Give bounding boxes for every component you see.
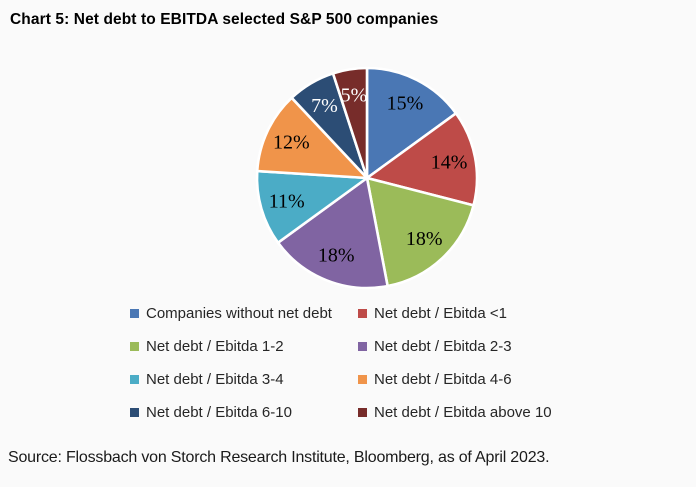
- chart-title: Chart 5: Net debt to EBITDA selected S&P…: [10, 11, 439, 28]
- legend-item: Net debt / Ebitda above 10: [358, 396, 552, 429]
- legend-swatch-icon: [358, 309, 367, 318]
- legend-swatch-icon: [130, 342, 139, 351]
- legend-label: Net debt / Ebitda 4-6: [374, 371, 512, 388]
- legend-item: Net debt / Ebitda 3-4: [130, 363, 358, 396]
- pie-data-label: 11%: [269, 190, 305, 212]
- pie-data-label: 18%: [318, 245, 355, 267]
- pie-slice: [365, 66, 458, 180]
- pie-data-label: 14%: [431, 151, 468, 173]
- legend-label: Net debt / Ebitda above 10: [374, 404, 552, 421]
- pie-slice: [276, 176, 389, 290]
- legend-swatch-icon: [130, 375, 139, 384]
- pie-data-label: 12%: [273, 131, 310, 153]
- source-note: Source: Flossbach von Storch Research In…: [8, 449, 550, 466]
- legend-item: Net debt / Ebitda 2-3: [358, 330, 552, 363]
- legend-item: Companies without net debt: [130, 297, 358, 330]
- pie-slice: [331, 66, 369, 180]
- legend-item: Net debt / Ebitda <1: [358, 297, 552, 330]
- legend-item: Net debt / Ebitda 6-10: [130, 396, 358, 429]
- pie-data-label: 18%: [406, 228, 443, 250]
- legend-item: Net debt / Ebitda 1-2: [130, 330, 358, 363]
- legend: Companies without net debt Net debt / Ebi…: [130, 297, 552, 429]
- legend-label: Companies without net debt: [146, 305, 332, 322]
- legend-label: Net debt / Ebitda 3-4: [146, 371, 284, 388]
- pie-slice: [255, 169, 369, 244]
- legend-swatch-icon: [358, 375, 367, 384]
- pie-data-label: 7%: [311, 95, 338, 117]
- legend-swatch-icon: [130, 309, 139, 318]
- pie-slice: [365, 176, 475, 288]
- legend-swatch-icon: [358, 408, 367, 417]
- pie-data-label: 15%: [387, 93, 424, 115]
- legend-label: Net debt / Ebitda <1: [374, 305, 508, 322]
- pie-slice: [365, 112, 479, 207]
- pie-data-label: 5%: [341, 84, 368, 106]
- legend-label: Net debt / Ebitda 6-10: [146, 404, 292, 421]
- legend-item: Net debt / Ebitda 4-6: [358, 363, 552, 396]
- legend-label: Net debt / Ebitda 2-3: [374, 338, 512, 355]
- legend-label: Net debt / Ebitda 1-2: [146, 338, 284, 355]
- legend-swatch-icon: [358, 342, 367, 351]
- legend-swatch-icon: [130, 408, 139, 417]
- pie-slice: [255, 96, 369, 180]
- pie-chart: 15% 14% 18% 18% 11% 12%7% 5%: [255, 66, 479, 290]
